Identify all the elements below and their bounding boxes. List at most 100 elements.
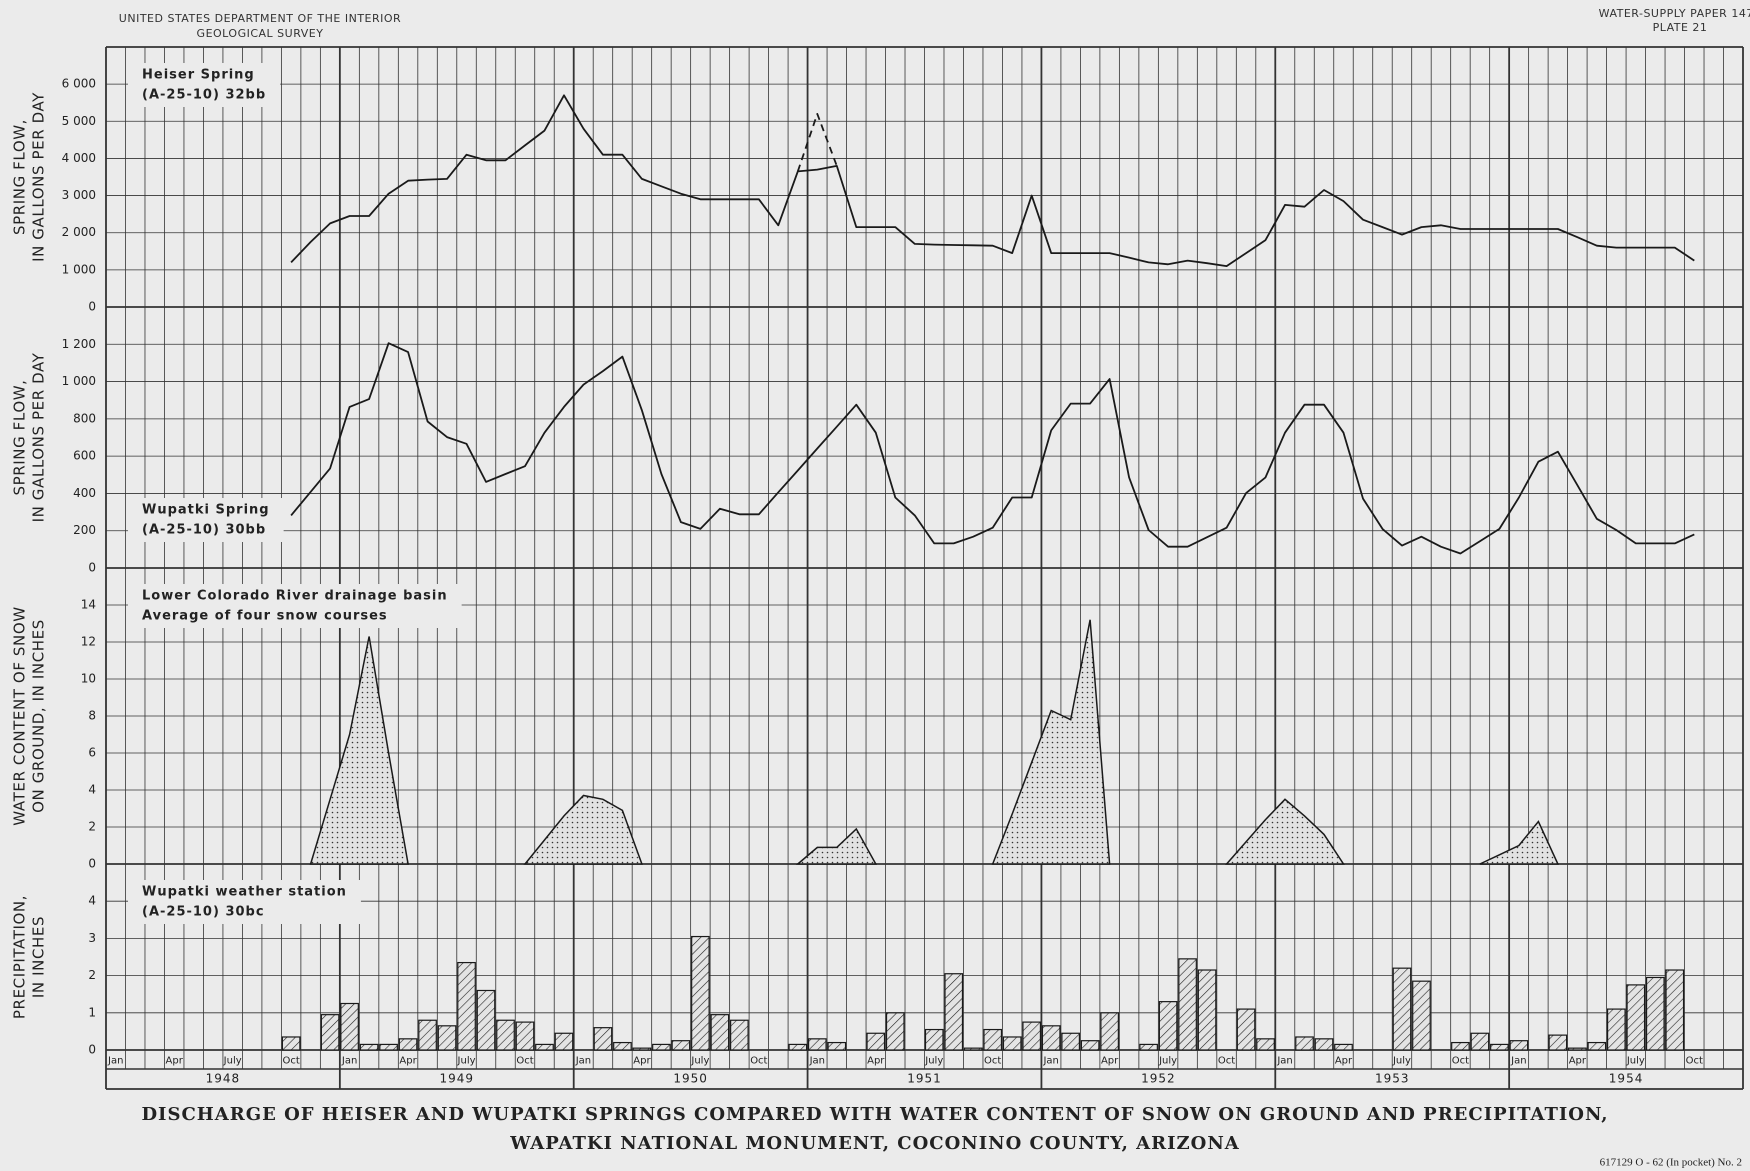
bar xyxy=(1197,969,1217,1051)
month-label: July xyxy=(690,1056,709,1067)
month-label: Jan xyxy=(575,1056,591,1067)
y-axis-label: IN INCHES xyxy=(30,916,48,998)
bar xyxy=(1509,1040,1529,1051)
y-tick-label: 8 xyxy=(88,709,96,723)
y-tick-label: 2 xyxy=(88,820,96,834)
bar xyxy=(1061,1032,1081,1051)
bar xyxy=(515,1021,535,1051)
month-label: July xyxy=(1626,1056,1645,1067)
month-label: Oct xyxy=(1686,1056,1703,1067)
y-axis-label: ON GROUND, IN INCHES xyxy=(30,619,48,813)
month-label: Apr xyxy=(1569,1056,1587,1067)
annotation-box xyxy=(128,584,462,628)
annotation: (A-25-10) 30bc xyxy=(142,905,265,920)
bar xyxy=(807,1038,827,1051)
month-label: Apr xyxy=(867,1056,885,1067)
y-tick-label: 5 000 xyxy=(62,114,96,128)
bar xyxy=(1158,1001,1178,1051)
bar xyxy=(1002,1036,1022,1051)
y-axis-label: IN GALLONS PER DAY xyxy=(30,92,48,262)
month-label: Apr xyxy=(633,1056,651,1067)
bar xyxy=(398,1038,418,1051)
bar xyxy=(885,1012,905,1051)
bar xyxy=(788,1043,808,1051)
month-label: Apr xyxy=(399,1056,417,1067)
y-axis-label: PRECIPITATION, xyxy=(11,895,29,1019)
bar xyxy=(691,935,710,1051)
y-tick-label: 4 xyxy=(88,783,96,797)
y-tick-label: 4 000 xyxy=(62,151,96,165)
month-label: Oct xyxy=(1452,1056,1469,1067)
annotation: Heiser Spring xyxy=(142,68,255,83)
year-label: 1949 xyxy=(440,1072,475,1086)
bar xyxy=(1490,1043,1509,1051)
bar xyxy=(924,1028,944,1051)
bar xyxy=(1334,1043,1353,1051)
bar xyxy=(418,1019,437,1051)
annotation: Wupatki weather station xyxy=(142,885,347,900)
bar xyxy=(281,1036,301,1051)
y-axis-label: SPRING FLOW, xyxy=(11,379,29,495)
bar xyxy=(1626,984,1646,1051)
bar xyxy=(652,1043,671,1051)
bar xyxy=(613,1041,632,1051)
bar xyxy=(1470,1032,1490,1051)
y-axis-label: IN GALLONS PER DAY xyxy=(30,352,48,522)
line-series xyxy=(290,342,1695,555)
month-label: Oct xyxy=(282,1056,299,1067)
month-label: Jan xyxy=(341,1056,357,1067)
bar xyxy=(1178,958,1197,1051)
y-tick-label: 1 000 xyxy=(62,262,96,276)
month-label: Jan xyxy=(809,1056,825,1067)
year-label: 1952 xyxy=(1141,1072,1176,1086)
y-tick-label: 2 xyxy=(88,968,96,982)
y-tick-label: 0 xyxy=(88,857,96,871)
annotation-box xyxy=(128,63,281,107)
year-label: 1951 xyxy=(907,1072,942,1086)
bar xyxy=(496,1019,515,1051)
month-label: Jan xyxy=(107,1056,123,1067)
bar xyxy=(1080,1040,1100,1051)
title: DISCHARGE OF HEISER AND WUPATKI SPRINGS … xyxy=(141,1104,1608,1125)
y-tick-label: 0 xyxy=(88,1043,96,1057)
year-label: 1954 xyxy=(1609,1072,1644,1086)
month-label: Jan xyxy=(1042,1056,1058,1067)
bar xyxy=(1314,1038,1334,1051)
header-right: WATER-SUPPLY PAPER 1475 xyxy=(1599,7,1750,20)
y-tick-label: 3 xyxy=(88,931,96,945)
y-tick-label: 600 xyxy=(73,449,96,463)
bar xyxy=(1295,1036,1314,1051)
month-label: July xyxy=(223,1056,242,1067)
y-tick-label: 1 000 xyxy=(62,374,96,388)
bar xyxy=(983,1028,1003,1051)
month-label: Jan xyxy=(1276,1056,1292,1067)
bar xyxy=(437,1025,457,1051)
bar xyxy=(476,989,496,1051)
bar xyxy=(1412,980,1431,1051)
bar xyxy=(1451,1041,1470,1051)
month-label: Oct xyxy=(516,1056,533,1067)
bar xyxy=(1606,1008,1626,1051)
bar xyxy=(730,1019,749,1051)
snow-area xyxy=(309,619,1560,865)
bar xyxy=(535,1043,554,1051)
bar xyxy=(632,1047,652,1051)
line-series xyxy=(796,113,838,172)
bar xyxy=(1041,1025,1061,1051)
month-label: Oct xyxy=(1218,1056,1235,1067)
month-label: Apr xyxy=(166,1056,184,1067)
month-label: Oct xyxy=(984,1056,1001,1067)
annotation: (A-25-10) 32bb xyxy=(142,88,266,103)
annotation: Average of four snow courses xyxy=(142,609,388,624)
month-label: July xyxy=(457,1056,476,1067)
bar xyxy=(1100,1012,1119,1051)
annotation: Wupatki Spring xyxy=(142,503,270,518)
annotation-box xyxy=(128,880,361,924)
annotation: (A-25-10) 30bb xyxy=(142,523,266,538)
y-tick-label: 0 xyxy=(88,561,96,575)
bar xyxy=(963,1047,983,1051)
month-label: July xyxy=(1392,1056,1411,1067)
y-tick-label: 6 xyxy=(88,746,96,760)
